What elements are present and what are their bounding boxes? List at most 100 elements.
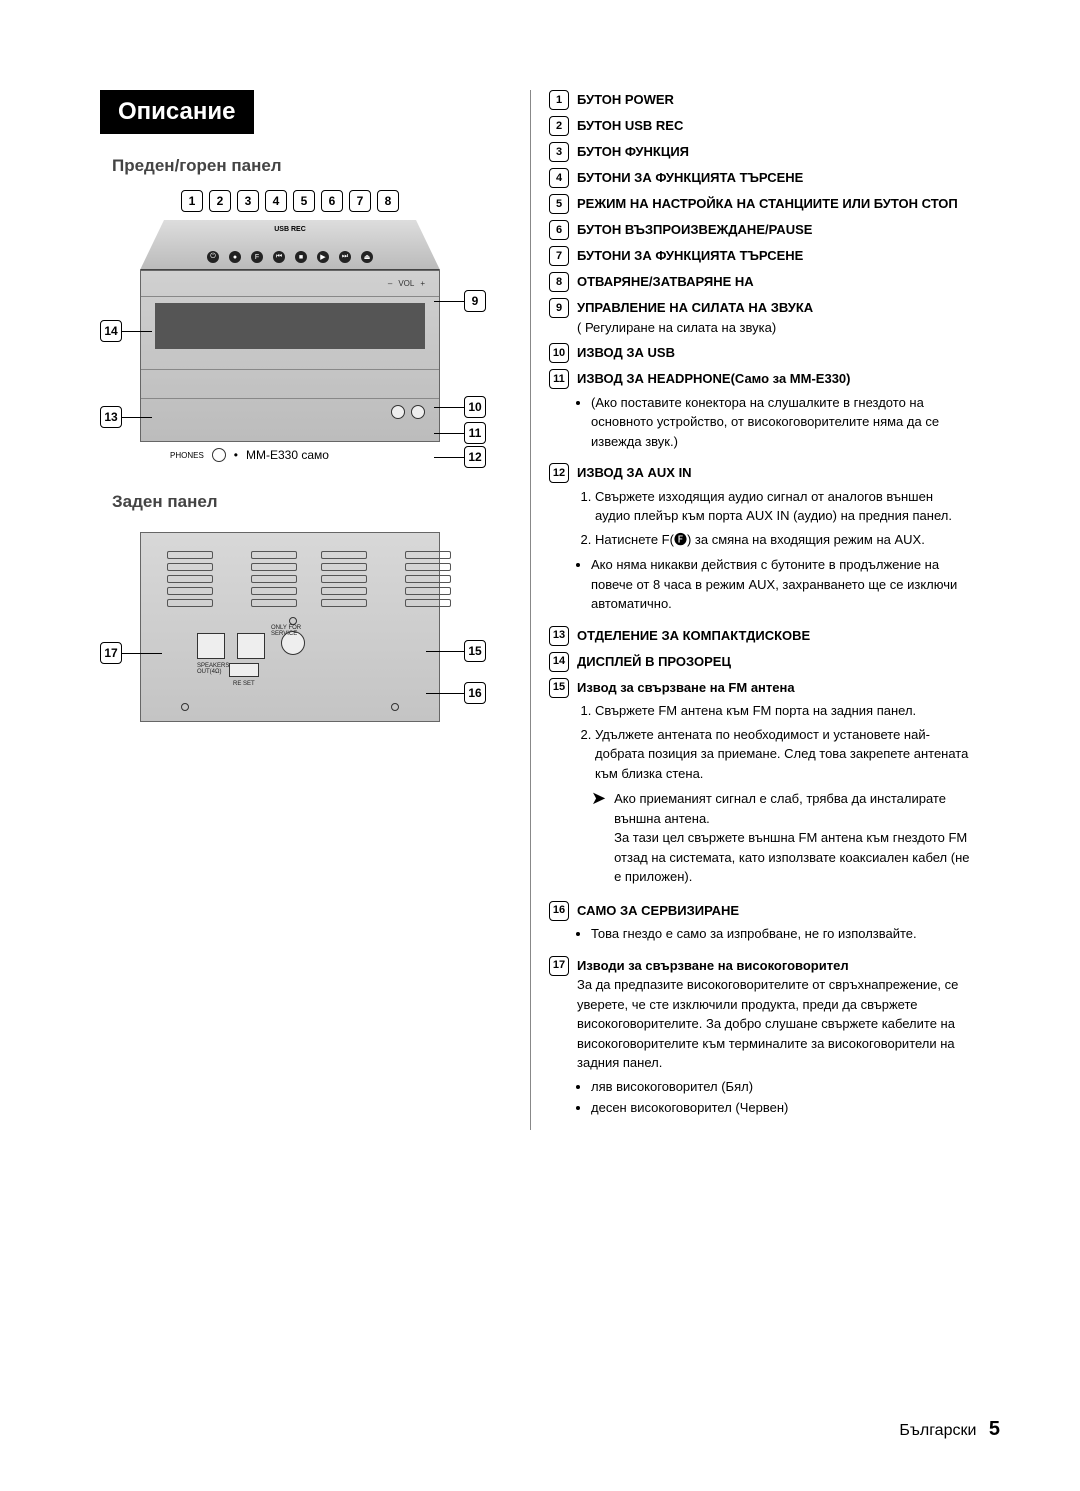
legend-sub: ( Регулиране на силата на звука) [577, 318, 970, 338]
callout-16: 16 [464, 682, 486, 704]
callout-9: 9 [464, 290, 486, 312]
footer-page-num: 5 [989, 1418, 1000, 1440]
legend-title: БУТОН USB REC [577, 116, 970, 136]
legend-num: 13 [549, 626, 569, 646]
legend-bullet: ляв високоговорител (Бял) [591, 1077, 970, 1097]
legend-text: ИЗВОД ЗА USB [577, 343, 970, 363]
rec-icon: ● [229, 251, 241, 263]
legend-title: ОТВАРЯНЕ/ЗАТВАРЯНЕ НА [577, 272, 970, 292]
legend-title: САМО ЗА СЕРВИЗИРАНЕ [577, 901, 970, 921]
legend-item-12: 12ИЗВОД ЗА AUX INСвържете изходящия ауди… [549, 463, 970, 620]
legend-item-2: 2 БУТОН USB REC [549, 116, 970, 136]
legend-text: БУТОН USB REC [577, 116, 970, 136]
power-icon: ⏻ [207, 251, 219, 263]
legend-item-15: 15 Извод за свързване на FM антена Свържет… [549, 678, 970, 895]
phones-note: PHONES • MM-E330 само [170, 448, 480, 462]
legend-num: 7 [549, 246, 569, 266]
legend-step: Удължете антената по необходимост и уста… [595, 725, 970, 784]
legend-title: ИЗВОД ЗА HEADPHONE(Само за MM-E330) [577, 369, 970, 389]
callout-6: 6 [321, 190, 343, 212]
legend-num: 3 [549, 142, 569, 162]
front-panel-diagram: 1 2 3 4 5 6 7 8 USB REC ⏻ ● F ⏮ ■ [100, 190, 480, 462]
legend-text: Изводи за свързване на високоговорителЗа… [577, 956, 970, 1124]
legend-item-1: 1 БУТОН POWER [549, 90, 970, 110]
page-footer: Български 5 [899, 1418, 1000, 1441]
legend-num: 6 [549, 220, 569, 240]
back-panel-diagram: ONLY FORSERVICE SPEAKERSOUT(4Ω) RE SET 1… [100, 532, 480, 752]
legend-item-4: 4БУТОНИ ЗА ФУНКЦИЯТА ТЪРСЕНЕ [549, 168, 970, 188]
legend-text: ДИСПЛЕЙ В ПРОЗОРЕЦ [577, 652, 970, 672]
legend-step: Свържете FM антена към FM порта на задни… [595, 701, 970, 721]
eject-icon: ⏏ [361, 251, 373, 263]
legend-text: САМО ЗА СЕРВИЗИРАНЕ Това гнездо е само за… [577, 901, 970, 950]
legend-item-6: 6 БУТОН ВЪЗПРОИЗВЕЖДАНЕ/PAUSE [549, 220, 970, 240]
legend-text: ИЗВОД ЗА HEADPHONE(Само за MM-E330)(Ако … [577, 369, 970, 457]
jack-1 [391, 405, 405, 419]
front-panel-heading: Преден/горен панел [112, 156, 500, 176]
legend-num: 4 [549, 168, 569, 188]
legend-text: БУТОН ФУНКЦИЯ [577, 142, 970, 162]
legend-title: УПРАВЛЕНИЕ НА СИЛАТА НА ЗВУКА [577, 298, 970, 318]
legend-title: БУТОН POWER [577, 90, 970, 110]
legend-text: ОТДЕЛЕНИЕ ЗА КОМПАКТДИСКОВЕ [577, 626, 970, 646]
phones-jack-icon [212, 448, 226, 462]
legend-num: 17 [549, 956, 569, 976]
callout-17: 17 [100, 642, 122, 664]
legend-num: 1 [549, 90, 569, 110]
legend-title: Изводи за свързване на високоговорител [577, 956, 970, 976]
jack-2 [411, 405, 425, 419]
callout-13: 13 [100, 406, 122, 428]
legend-text: ОТВАРЯНЕ/ЗАТВАРЯНЕ НА [577, 272, 970, 292]
legend-title: БУТОН ВЪЗПРОИЗВЕЖДАНЕ/PAUSE [577, 220, 970, 240]
func-icon: F [251, 251, 263, 263]
legend-num: 2 [549, 116, 569, 136]
callout-15: 15 [464, 640, 486, 662]
callout-12: 12 [464, 446, 486, 468]
legend-item-10: 10ИЗВОД ЗА USB [549, 343, 970, 363]
callout-2: 2 [209, 190, 231, 212]
play-icon: ▶ [317, 251, 329, 263]
prev-icon: ⏮ [273, 251, 285, 263]
legend-item-11: 11 ИЗВОД ЗА HEADPHONE(Само за MM-E330)(Ак… [549, 369, 970, 457]
legend-text: РЕЖИМ НА НАСТРОЙКА НА СТАНЦИИТЕ ИЛИ БУТО… [577, 194, 970, 214]
legend-item-3: 3 БУТОН ФУНКЦИЯ [549, 142, 970, 162]
legend-text: БУТОН ВЪЗПРОИЗВЕЖДАНЕ/PAUSE [577, 220, 970, 240]
legend-column: 1 БУТОН POWER 2 БУТОН USB REC 3 БУТОН ФУНКЦИЯ… [530, 90, 970, 1130]
legend-bullet: Това гнездо е само за изпробване, не го … [591, 924, 970, 944]
legend-title: БУТОН ФУНКЦИЯ [577, 142, 970, 162]
legend-item-14: 14ДИСПЛЕЙ В ПРОЗОРЕЦ [549, 652, 970, 672]
legend-text: БУТОНИ ЗА ФУНКЦИЯТА ТЪРСЕНЕ [577, 246, 970, 266]
legend-title: ИЗВОД ЗА USB [577, 343, 970, 363]
legend-num: 15 [549, 678, 569, 698]
legend-item-13: 13 ОТДЕЛЕНИЕ ЗА КОМПАКТДИСКОВЕ [549, 626, 970, 646]
legend-item-17: 17 Изводи за свързване на високоговорител… [549, 956, 970, 1124]
cd-slot [141, 369, 439, 399]
callout-1: 1 [181, 190, 203, 212]
legend-step: Свържете изходящия аудио сигнал от анало… [595, 487, 970, 526]
callout-8: 8 [377, 190, 399, 212]
legend-item-16: 16САМО ЗА СЕРВИЗИРАНЕТова гнездо е само … [549, 901, 970, 950]
legend-title: ИЗВОД ЗА AUX IN [577, 463, 970, 483]
callout-4: 4 [265, 190, 287, 212]
legend-title: Извод за свързване на FM антена [577, 678, 970, 698]
legend-title: ДИСПЛЕЙ В ПРОЗОРЕЦ [577, 652, 970, 672]
vol-label: VOL [398, 279, 414, 288]
display-window [155, 303, 425, 349]
legend-num: 9 [549, 298, 569, 318]
callout-5: 5 [293, 190, 315, 212]
legend-item-7: 7 БУТОНИ ЗА ФУНКЦИЯТА ТЪРСЕНЕ [549, 246, 970, 266]
vol-minus: – [388, 279, 392, 288]
legend-item-5: 5РЕЖИМ НА НАСТРОЙКА НА СТАНЦИИТЕ ИЛИ БУТ… [549, 194, 970, 214]
callout-7: 7 [349, 190, 371, 212]
footer-lang: Български [899, 1422, 976, 1439]
legend-num: 8 [549, 272, 569, 292]
legend-text: Извод за свързване на FM антена Свържете … [577, 678, 970, 895]
left-column: Описание Преден/горен панел 1 2 3 4 5 6 … [100, 90, 500, 1130]
legend-item-8: 8 ОТВАРЯНЕ/ЗАТВАРЯНЕ НА [549, 272, 970, 292]
legend-title: РЕЖИМ НА НАСТРОЙКА НА СТАНЦИИТЕ ИЛИ БУТО… [577, 194, 970, 214]
usb-rec-label: USB REC [274, 226, 306, 233]
phones-note-text: MM-E330 само [246, 448, 329, 462]
legend-note: ➤Ако приеманият сигнал е слаб, трябва да… [591, 789, 970, 887]
legend-num: 11 [549, 369, 569, 389]
callout-10: 10 [464, 396, 486, 418]
